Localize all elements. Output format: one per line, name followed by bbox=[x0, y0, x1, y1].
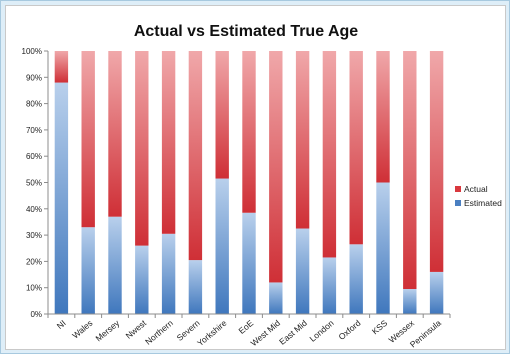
x-category-label: EoE bbox=[237, 318, 256, 336]
bar-actual bbox=[295, 51, 310, 229]
bar-estimated bbox=[269, 282, 283, 314]
y-tick-label: 20% bbox=[26, 257, 42, 266]
legend-swatch-actual bbox=[455, 186, 461, 192]
stacked-bar-chart: Actual vs Estimated True Age 0% 10% 20% 30%… bbox=[22, 23, 503, 350]
y-tick-label: 80% bbox=[26, 100, 42, 109]
bar-estimated bbox=[376, 182, 390, 314]
y-tick-label: 50% bbox=[26, 179, 42, 188]
y-tick-label: 10% bbox=[26, 284, 42, 293]
legend-swatch-estimated bbox=[455, 200, 461, 206]
bar-actual bbox=[269, 51, 283, 283]
bar-actual bbox=[322, 51, 337, 258]
bar-actual bbox=[161, 51, 176, 234]
y-tick-label: 90% bbox=[26, 73, 42, 82]
bar-actual bbox=[376, 51, 390, 183]
bar-estimated bbox=[161, 233, 176, 314]
x-category-label: KSS bbox=[370, 318, 390, 337]
x-category-label: Wales bbox=[70, 318, 94, 341]
x-category-label: Oxford bbox=[337, 318, 363, 342]
bar-actual bbox=[135, 51, 149, 246]
y-tick-label: 60% bbox=[26, 152, 42, 161]
bar-actual bbox=[242, 51, 256, 213]
x-category-label: East Mid bbox=[277, 318, 309, 347]
bar-actual bbox=[81, 51, 95, 228]
bar-actual bbox=[429, 51, 444, 272]
bar-estimated bbox=[81, 227, 95, 314]
bar-estimated bbox=[135, 245, 149, 314]
bar-actual bbox=[54, 51, 69, 83]
bars bbox=[54, 51, 444, 314]
y-tick-label: 30% bbox=[26, 231, 42, 240]
bar-estimated bbox=[108, 216, 122, 314]
x-category-label: Yorkshire bbox=[195, 318, 229, 348]
bar-estimated bbox=[215, 178, 229, 314]
y-tick-label: 40% bbox=[26, 205, 42, 214]
bar-estimated bbox=[54, 82, 69, 314]
legend-label-estimated: Estimated bbox=[464, 198, 502, 208]
bar-estimated bbox=[242, 212, 256, 314]
x-category-label: London bbox=[308, 318, 336, 344]
legend-label-actual: Actual bbox=[464, 184, 488, 194]
bar-estimated bbox=[322, 257, 337, 314]
x-category-label: Mersey bbox=[94, 317, 122, 343]
bar-estimated bbox=[188, 260, 203, 314]
bar-actual bbox=[403, 51, 417, 290]
bar-estimated bbox=[403, 289, 417, 314]
bar-estimated bbox=[429, 271, 444, 314]
y-tick-label: 100% bbox=[22, 47, 42, 56]
x-category-label: NI bbox=[55, 318, 68, 331]
y-axis: 0% 10% 20% 30% 40% 50% 60% 70% 80% 90% 100% bbox=[22, 47, 49, 319]
bar-actual bbox=[188, 51, 203, 261]
bar-estimated bbox=[295, 228, 310, 314]
bar-actual bbox=[349, 51, 363, 245]
bar-actual bbox=[215, 51, 229, 179]
bar-estimated bbox=[349, 244, 363, 314]
y-tick-label: 0% bbox=[30, 310, 42, 319]
legend: Actual Estimated bbox=[455, 184, 502, 208]
bar-actual bbox=[108, 51, 122, 217]
x-category-label: West Mid bbox=[249, 318, 283, 349]
chart-title: Actual vs Estimated True Age bbox=[134, 23, 358, 40]
x-category-label: Northern bbox=[143, 318, 175, 347]
chart-area: Actual vs Estimated True Age 0% 10% 20% 30%… bbox=[5, 5, 506, 350]
y-tick-label: 70% bbox=[26, 126, 42, 135]
